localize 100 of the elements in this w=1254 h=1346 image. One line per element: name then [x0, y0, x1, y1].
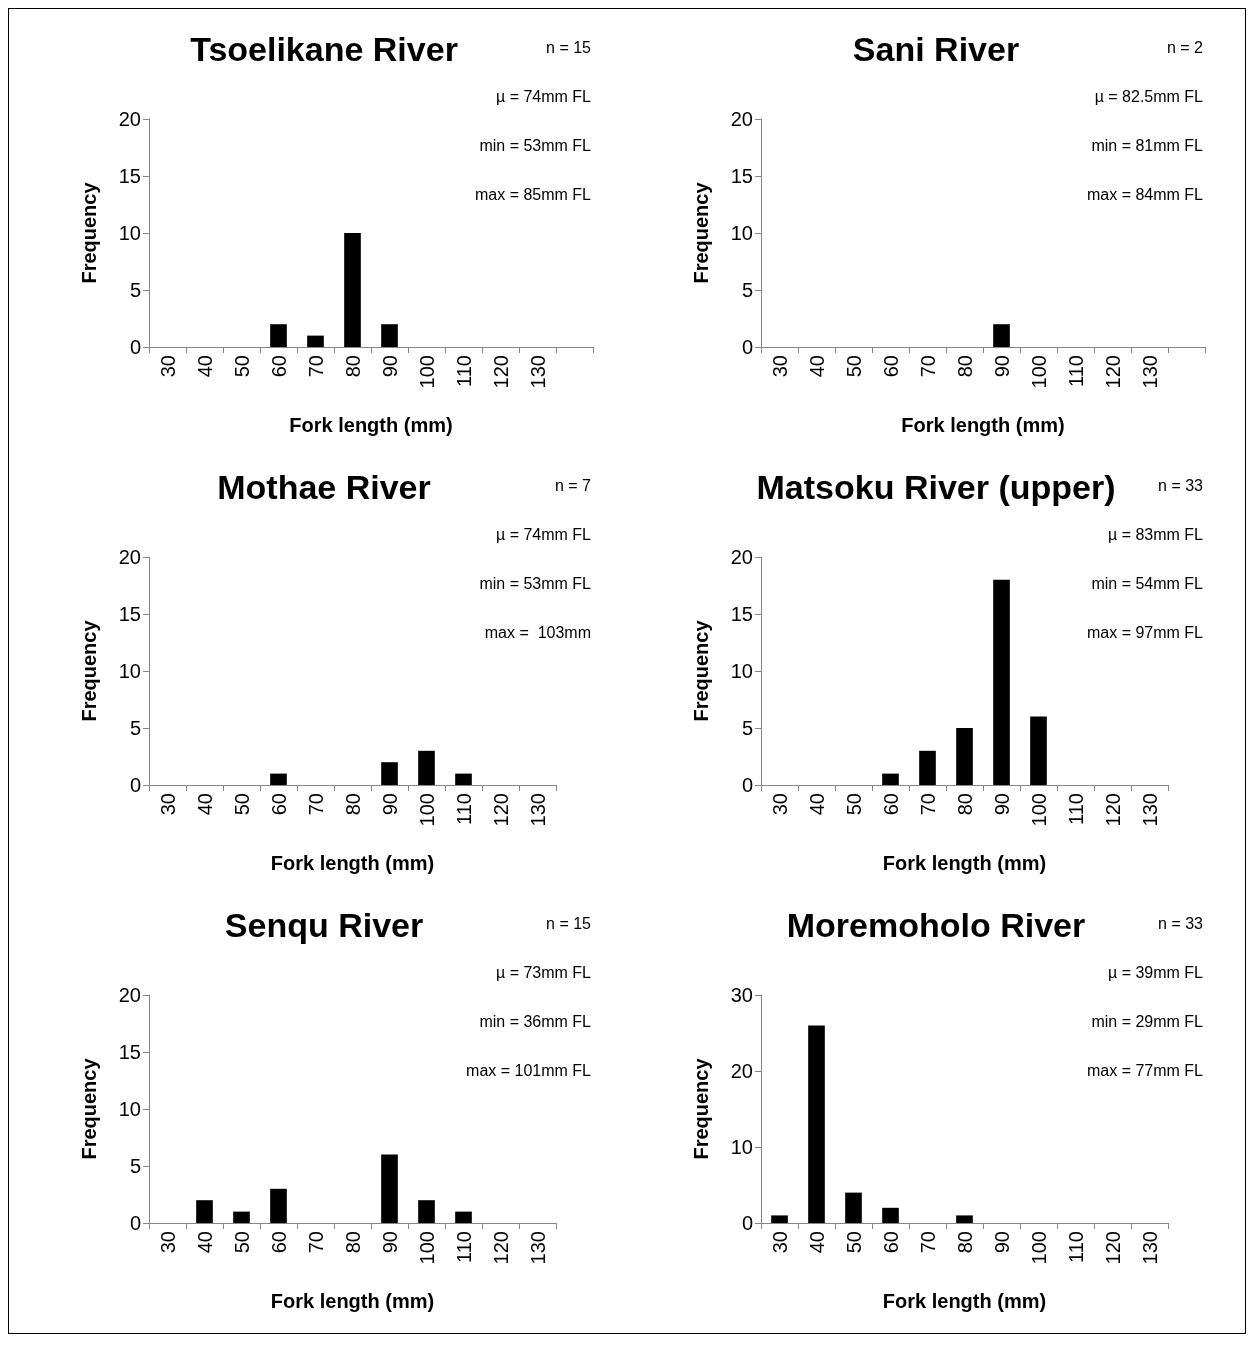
x-tick-label: 60	[879, 355, 902, 378]
text: µ = 74mm FL	[495, 525, 592, 543]
bar	[381, 762, 398, 785]
y-tick-label: 10	[118, 222, 141, 244]
x-tick-label: 30	[768, 355, 791, 378]
x-tick-label: 130	[526, 355, 549, 389]
y-tick-label: 20	[118, 546, 141, 568]
bar	[344, 233, 361, 347]
x-tick-label: 80	[341, 793, 364, 816]
y-tick-label: 0	[129, 774, 141, 796]
x-tick-label: 50	[230, 1231, 253, 1254]
x-tick-label: 100	[1027, 1231, 1050, 1265]
x-tick-label: 120	[1101, 1231, 1124, 1265]
text: n = 15	[546, 914, 592, 932]
bar	[270, 324, 287, 347]
y-tick-label: 0	[741, 336, 753, 358]
x-axis-title: Fork length (mm)	[901, 414, 1065, 436]
y-tick-label: 0	[129, 1212, 141, 1234]
text: µ = 74mm FL	[495, 87, 592, 105]
bar	[381, 1154, 398, 1223]
bar	[845, 1192, 862, 1223]
x-tick-label: 60	[879, 793, 902, 816]
y-tick-label: 20	[730, 1060, 753, 1082]
annotation: min = 29mm FL	[1091, 1012, 1204, 1030]
annotation: min = 36mm FL	[479, 1012, 592, 1030]
y-tick-label: 20	[730, 108, 753, 130]
y-tick-label: 20	[118, 984, 141, 1006]
y-axis-title: Frequency	[78, 619, 100, 722]
bar	[993, 579, 1010, 785]
y-axis-title: Frequency	[690, 1057, 712, 1160]
bar	[455, 773, 472, 785]
x-axis-title: Fork length (mm)	[270, 852, 435, 874]
annotation: max = 84mm FL	[1086, 185, 1204, 203]
x-tick-label: 90	[378, 355, 401, 378]
y-tick-label: 10	[730, 222, 753, 244]
y-tick-label: 10	[118, 1098, 141, 1120]
bar	[381, 324, 398, 347]
bar	[882, 1207, 899, 1223]
y-tick-label: 5	[741, 717, 753, 739]
bar	[270, 773, 287, 785]
text: µ = 39mm FL	[1107, 963, 1204, 981]
annotation: max = 97mm FL	[1086, 623, 1204, 641]
annotation: max = 101mm FL	[466, 1061, 592, 1079]
x-tick-label: 130	[1138, 793, 1161, 827]
y-tick-label: 15	[730, 603, 753, 625]
x-tick-label: 50	[230, 793, 253, 816]
x-tick-label: 100	[415, 355, 438, 389]
y-axis-title: Frequency	[78, 181, 100, 284]
y-tick-label: 30	[730, 984, 753, 1006]
x-tick-label: 60	[267, 355, 290, 378]
annotation: min = 54mm FL	[1091, 574, 1204, 592]
x-tick-label: 120	[489, 793, 512, 827]
x-tick-label: 130	[1138, 1231, 1161, 1265]
x-axis-title: Fork length (mm)	[882, 1290, 1047, 1312]
x-tick-label: 90	[378, 1231, 401, 1254]
bar	[455, 1211, 472, 1223]
x-tick-label: 30	[156, 355, 179, 378]
x-tick-label: 90	[378, 793, 401, 816]
chart-title: Sani River	[852, 30, 1020, 68]
x-tick-label: 60	[267, 793, 290, 816]
x-tick-label: 80	[953, 793, 976, 816]
x-tick-label: 100	[1027, 355, 1050, 389]
x-tick-label: 70	[916, 793, 939, 816]
x-tick-label: 110	[452, 793, 475, 825]
x-tick-label: 70	[304, 1231, 327, 1254]
y-tick-label: 20	[730, 546, 753, 568]
bar	[270, 1188, 287, 1223]
chart-title: Mothae River	[217, 468, 431, 506]
x-tick-label: 120	[489, 1231, 512, 1265]
annotation: max = 77mm FL	[1086, 1061, 1204, 1079]
x-tick-label: 120	[489, 355, 512, 389]
text: n = 15	[546, 38, 592, 56]
x-tick-label: 110	[1064, 793, 1087, 825]
chart-title: Senqu River	[224, 906, 424, 944]
x-tick-label: 40	[193, 1231, 216, 1254]
x-tick-label: 60	[267, 1231, 290, 1254]
x-tick-label: 60	[879, 1231, 902, 1254]
bar	[233, 1211, 250, 1223]
bar	[808, 1025, 825, 1223]
x-tick-label: 110	[1064, 1231, 1087, 1263]
text: µ = 82.5mm FL	[1094, 87, 1204, 105]
x-tick-label: 70	[304, 793, 327, 816]
y-tick-label: 5	[129, 1155, 141, 1177]
bar	[882, 773, 899, 785]
x-tick-label: 40	[805, 793, 828, 816]
x-tick-label: 50	[842, 1231, 865, 1254]
x-tick-label: 30	[768, 1231, 791, 1254]
x-tick-label: 90	[990, 1231, 1013, 1254]
annotation: min = 53mm FL	[479, 136, 592, 154]
y-tick-label: 0	[741, 1212, 753, 1234]
bar	[196, 1200, 213, 1223]
y-tick-label: 5	[741, 279, 753, 301]
bar	[771, 1215, 788, 1223]
x-tick-label: 50	[230, 355, 253, 378]
x-tick-label: 90	[990, 793, 1013, 816]
x-tick-label: 130	[526, 1231, 549, 1265]
y-tick-label: 15	[118, 165, 141, 187]
y-tick-label: 0	[741, 774, 753, 796]
y-tick-label: 10	[118, 660, 141, 682]
x-tick-label: 110	[452, 1231, 475, 1263]
